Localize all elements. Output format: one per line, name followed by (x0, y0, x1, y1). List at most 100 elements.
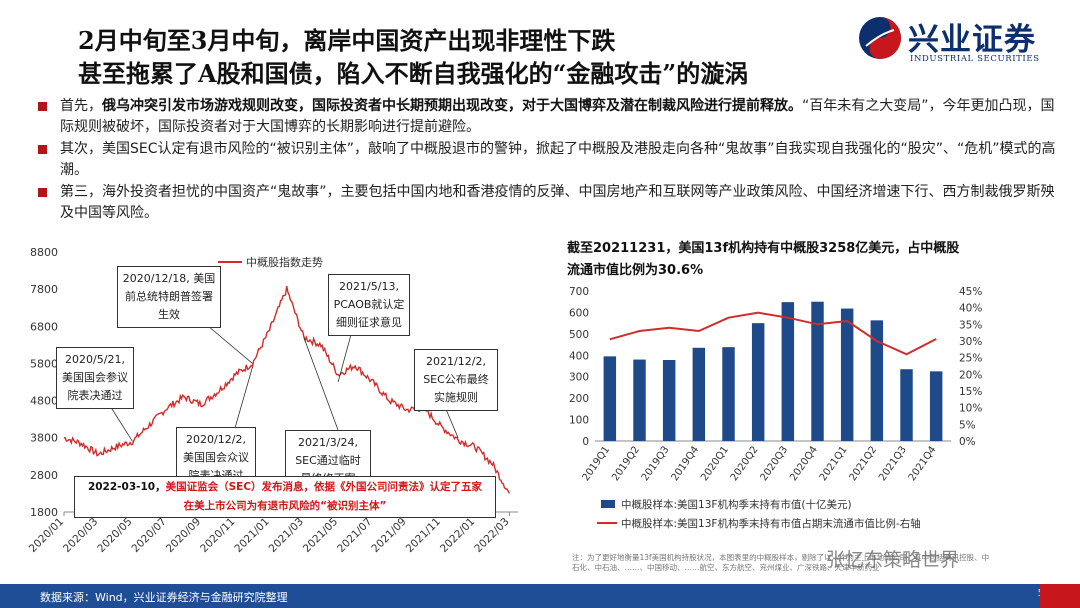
bullet-prefix: 首先， (60, 98, 102, 114)
y-tick-label: 8800 (30, 246, 58, 259)
x-tick-label: 2021Q2 (848, 444, 880, 483)
bar-2020Q4 (811, 301, 824, 441)
callout-2020-12-18: 2020/12/18, 美国前总统特朗普签署生效 (117, 266, 221, 328)
x-tick-label: 2021Q1 (818, 444, 850, 483)
y-left-tick-label: 300 (569, 372, 589, 384)
legend-swatch-bar (601, 500, 615, 508)
bullet-prefix: 第三， (60, 184, 102, 200)
us-13f-holdings-combo-chart: 0 100 200 300 400 500 600 700 0% 5% 10% 15% 20% 25% 30… (569, 286, 982, 530)
x-tick-label: 2021/09 (369, 516, 408, 555)
x-tick-label: 2020Q4 (788, 444, 820, 483)
logo-name: 兴业证券 (908, 22, 1036, 58)
y-right-tick-label: 35% (959, 319, 982, 331)
bar-2020Q2 (751, 323, 765, 441)
bar-2020Q3 (781, 302, 795, 441)
x-tick-label: 2019Q3 (640, 444, 672, 483)
y-tick-label: 5800 (30, 357, 58, 370)
y-left-tick-label: 400 (569, 350, 589, 362)
callout-connector (234, 367, 253, 429)
bullet-text: “百年未有之大变局”，今年更加凸现，国际规则被破坏，国际投资者对于大国博弈的长期… (60, 98, 1055, 135)
bullet-square-icon (38, 102, 47, 111)
page-title: 2月中旬至3月中旬，离岸中国资产出现非理性下跌 甚至拖累了A股和国债，陷入不断自… (78, 24, 878, 90)
bullet-item-3: 第三，海外投资者担忧的中国资产“鬼故事”，主要包括中国内地和香港疫情的反弹、中国… (38, 182, 1058, 224)
y-left-tick-label: 600 (569, 307, 589, 319)
chart-footnote: 注：为了更好地衡量13f美国机构持股状况，本图表里的中概股样本，剔除了以…作为主… (572, 553, 990, 572)
x-tick-label: 2020/09 (164, 516, 203, 555)
x-tick-label: 2021/11 (404, 516, 443, 555)
x-tick-label: 2021/03 (267, 516, 306, 555)
y-left-tick-label: 0 (582, 436, 589, 448)
company-logo: 兴业证券 INDUSTRIAL SECURITIES (858, 14, 1068, 68)
x-tick-label: 2021/05 (301, 516, 340, 555)
footer-accent (1040, 584, 1080, 608)
y-left-tick-label: 500 (569, 329, 589, 341)
callout-connector (303, 337, 339, 431)
x-tick-label: 2020Q2 (729, 444, 761, 483)
bar-2021Q1 (840, 308, 854, 441)
x-tick-label: 2021/07 (335, 516, 374, 555)
data-source: 数据来源：Wind，兴业证券经济与金融研究院整理 (40, 591, 288, 604)
series-line-china-concept-index (63, 285, 511, 494)
y-tick-label: 3800 (30, 432, 58, 445)
bar-2019Q3 (662, 360, 676, 441)
x-tick-label: 2020/03 (61, 516, 100, 555)
bar-2019Q4 (692, 347, 706, 441)
taiji-icon (859, 17, 901, 59)
y-tick-label: 2800 (30, 469, 58, 482)
callout-2022-03-10: 2022-03-10，美国证监会（SEC）发布消息，依据《外国公司问责法》认定了… (74, 476, 496, 518)
bullet-square-icon (38, 188, 47, 197)
bar-2019Q1 (603, 356, 617, 441)
bullet-item-2: 其次，美国SEC认定有退市风险的“被识别主体”，敲响了中概股退市的警钟，掀起了中… (38, 139, 1058, 181)
watermark: 张忆东策略世界 (826, 549, 960, 571)
x-tick-label: 2019Q4 (670, 444, 702, 483)
callout-red-text: 美国证监会（SEC）发布消息，依据《外国公司问责法》认定了五家 (165, 481, 483, 493)
x-tick-label: 2020/05 (95, 516, 134, 555)
legend-label: 中概股指数走势 (246, 255, 323, 269)
y-tick-label: 4800 (30, 395, 58, 408)
x-tick-label: 2020Q1 (699, 444, 731, 483)
right-chart-title: 截至20211231，美国13f机构持有中概股3258亿美元，占中概股流通市值比… (567, 241, 960, 278)
callout-2020-05-21: 2020/5/21, 美国国会参议院表决通过 (56, 347, 134, 409)
y-right-tick-label: 40% (959, 303, 982, 315)
logo-english-name: INDUSTRIAL SECURITIES (910, 54, 1040, 64)
y-left-tick-label: 200 (569, 393, 589, 405)
legend-label-line: 中概股样本:美国13F机构季末持有市值占期末流通市值比例-右轴 (621, 517, 921, 530)
callout-2021-05-13: 2021/5/13, PCAOB就认定细则征求意见 (328, 274, 410, 336)
y-right-tick-label: 25% (959, 353, 982, 365)
x-tick-label: 2022/03 (472, 516, 511, 555)
callout-red-text-2: 在美上市公司为有退市风险的“被识别主体” (183, 500, 387, 512)
page-title-line1: 2月中旬至3月中旬，离岸中国资产出现非理性下跌 (78, 26, 616, 55)
x-tick-label: 2022/01 (438, 516, 477, 555)
legend-label-bar: 中概股样本:美国13F机构季末持有市值(十亿美元) (621, 498, 852, 511)
x-tick-label: 2021Q4 (907, 444, 939, 483)
x-tick-label: 2020Q3 (759, 444, 791, 483)
footer-bar: 数据来源：Wind，兴业证券经济与金融研究院整理 5 (0, 584, 1080, 608)
x-tick-label: 2020/11 (198, 516, 237, 555)
bar-2021Q3 (900, 369, 913, 441)
x-tick-label: 2020/01 (27, 516, 66, 555)
y-tick-label: 1800 (30, 506, 58, 519)
x-tick-label: 2021Q3 (877, 444, 909, 483)
y-left-tick-label: 100 (569, 415, 589, 427)
y-right-tick-label: 30% (959, 336, 982, 348)
x-tick-label: 2019Q2 (610, 444, 642, 483)
y-left-tick-label: 700 (569, 286, 589, 298)
series-line-holding-ratio (609, 311, 937, 356)
bullet-item-1: 首先，俄乌冲突引发市场游戏规则改变，国际投资者中长期预期出现改变，对于大国博弈及… (38, 96, 1058, 138)
callout-2021-12-02: 2021/12/2, SEC公布最终实施规则 (414, 349, 498, 411)
y-tick-label: 6800 (30, 320, 58, 333)
callout-date: 2022-03-10， (87, 481, 166, 493)
bullet-prefix: 其次， (60, 141, 102, 157)
x-tick-label: 2021/01 (232, 516, 271, 555)
x-tick-label: 2019Q1 (581, 444, 613, 483)
bar-2020Q1 (722, 347, 735, 441)
bar-2019Q2 (633, 359, 646, 441)
bar-2021Q2 (870, 320, 884, 441)
bullet-text: 海外投资者担忧的中国资产“鬼故事”，主要包括中国内地和香港疫情的反弹、中国房地产… (60, 184, 1055, 221)
page-title-line2: 甚至拖累了A股和国债，陷入不断自我强化的“金融攻击”的漩涡 (78, 59, 749, 88)
y-tick-label: 7800 (30, 283, 58, 296)
bullet-text: 美国SEC认定有退市风险的“被识别主体”，敲响了中概股退市的警钟，掀起了中概股及… (60, 141, 1056, 178)
y-right-tick-label: 10% (959, 403, 982, 415)
y-right-tick-label: 5% (959, 419, 976, 431)
y-right-tick-label: 15% (959, 386, 982, 398)
